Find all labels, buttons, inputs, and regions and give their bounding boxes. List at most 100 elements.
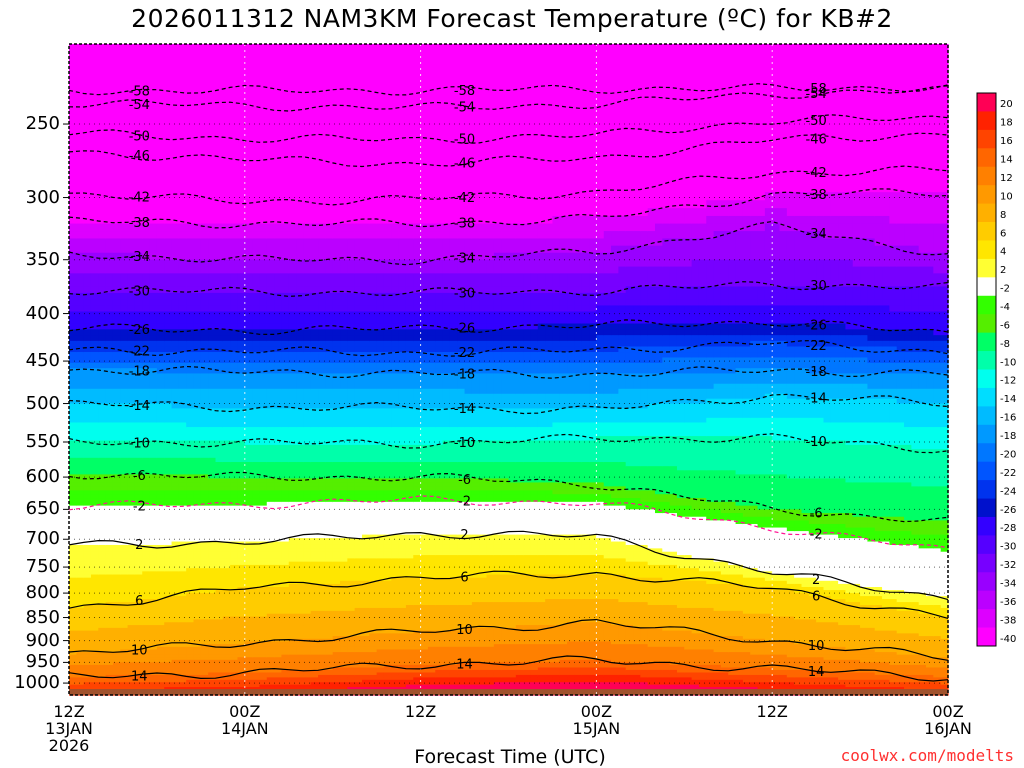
field-cell (105, 183, 114, 193)
field-cell (215, 408, 224, 414)
field-cell (193, 323, 202, 330)
field-cell (208, 478, 217, 484)
field-cell (252, 583, 261, 588)
field-cell (120, 596, 129, 600)
field-cell (171, 657, 180, 661)
field-cell (186, 583, 195, 588)
field-cell (325, 616, 334, 621)
field-cell (120, 317, 129, 325)
field-cell (142, 362, 151, 369)
field-cell (120, 346, 129, 353)
field-cell (208, 652, 217, 656)
field-cell (244, 44, 253, 70)
field-cell (252, 555, 261, 559)
field-cell (186, 352, 195, 359)
field-cell (252, 657, 261, 661)
field-cell (105, 599, 114, 603)
field-cell (325, 571, 334, 576)
field-cell (83, 527, 92, 532)
field-cell (237, 677, 246, 681)
field-cell (193, 636, 202, 640)
field-cell (266, 509, 275, 514)
field-cell (149, 329, 158, 336)
field-cell (259, 79, 268, 92)
field-cell (186, 373, 195, 380)
field-cell (149, 478, 158, 484)
field-cell (156, 130, 165, 141)
field-cell (230, 478, 239, 484)
field-cell (266, 413, 275, 419)
field-cell (266, 329, 275, 336)
field-cell (244, 538, 253, 543)
field-cell (120, 602, 129, 606)
field-cell (288, 444, 297, 450)
field-cell (105, 440, 114, 446)
field-cell (230, 470, 239, 475)
field-cell (208, 215, 217, 225)
field-cell (230, 607, 239, 612)
field-cell (149, 527, 158, 532)
field-cell (98, 482, 107, 487)
field-cell (105, 627, 114, 632)
field-cell (83, 266, 92, 274)
field-cell (171, 431, 180, 437)
field-cell (274, 682, 283, 686)
field-cell (208, 687, 217, 691)
field-cell (120, 607, 129, 612)
field-cell (142, 613, 151, 618)
field-cell (83, 403, 92, 409)
field-cell (252, 538, 261, 543)
field-cell (230, 139, 239, 150)
field-cell (127, 636, 136, 640)
field-cell (200, 449, 209, 455)
field-cell (325, 340, 334, 348)
field-cell (237, 649, 246, 653)
field-cell (325, 509, 334, 514)
field-cell (186, 577, 195, 582)
field-cell (266, 490, 275, 495)
field-cell (237, 449, 246, 455)
field-cell (142, 625, 151, 629)
field-cell (193, 368, 202, 375)
field-cell (200, 436, 209, 442)
field-cell (178, 292, 187, 300)
field-cell (105, 403, 114, 409)
field-cell (149, 625, 158, 629)
field-cell (69, 541, 77, 546)
field-cell (288, 453, 297, 459)
field-cell (112, 667, 121, 671)
field-cell (237, 674, 246, 678)
field-cell (112, 652, 121, 656)
field-cell (90, 531, 99, 536)
field-cell (222, 574, 231, 579)
field-cell (98, 79, 107, 92)
field-cell (90, 610, 99, 615)
field-cell (237, 346, 246, 353)
field-cell (127, 383, 136, 390)
field-cell (259, 616, 268, 621)
field-cell (69, 520, 77, 525)
field-cell (69, 453, 77, 459)
field-cell (303, 444, 312, 450)
field-cell (281, 677, 290, 681)
field-cell (98, 662, 107, 666)
field-cell (164, 383, 173, 390)
field-cell (105, 672, 114, 676)
field-cell (83, 509, 92, 514)
field-cell (105, 682, 114, 686)
field-cell (90, 362, 99, 369)
field-cell (156, 449, 165, 455)
field-cell (303, 449, 312, 455)
field-cell (281, 586, 290, 591)
field-cell (178, 574, 187, 579)
field-cell (120, 373, 129, 380)
field-cell (237, 531, 246, 536)
field-cell (325, 166, 334, 177)
field-cell (193, 646, 202, 651)
field-cell (127, 100, 136, 112)
field-cell (69, 383, 77, 390)
field-cell (215, 149, 224, 159)
field-cell (208, 352, 217, 359)
field-cell (200, 682, 209, 686)
field-cell (171, 149, 180, 159)
